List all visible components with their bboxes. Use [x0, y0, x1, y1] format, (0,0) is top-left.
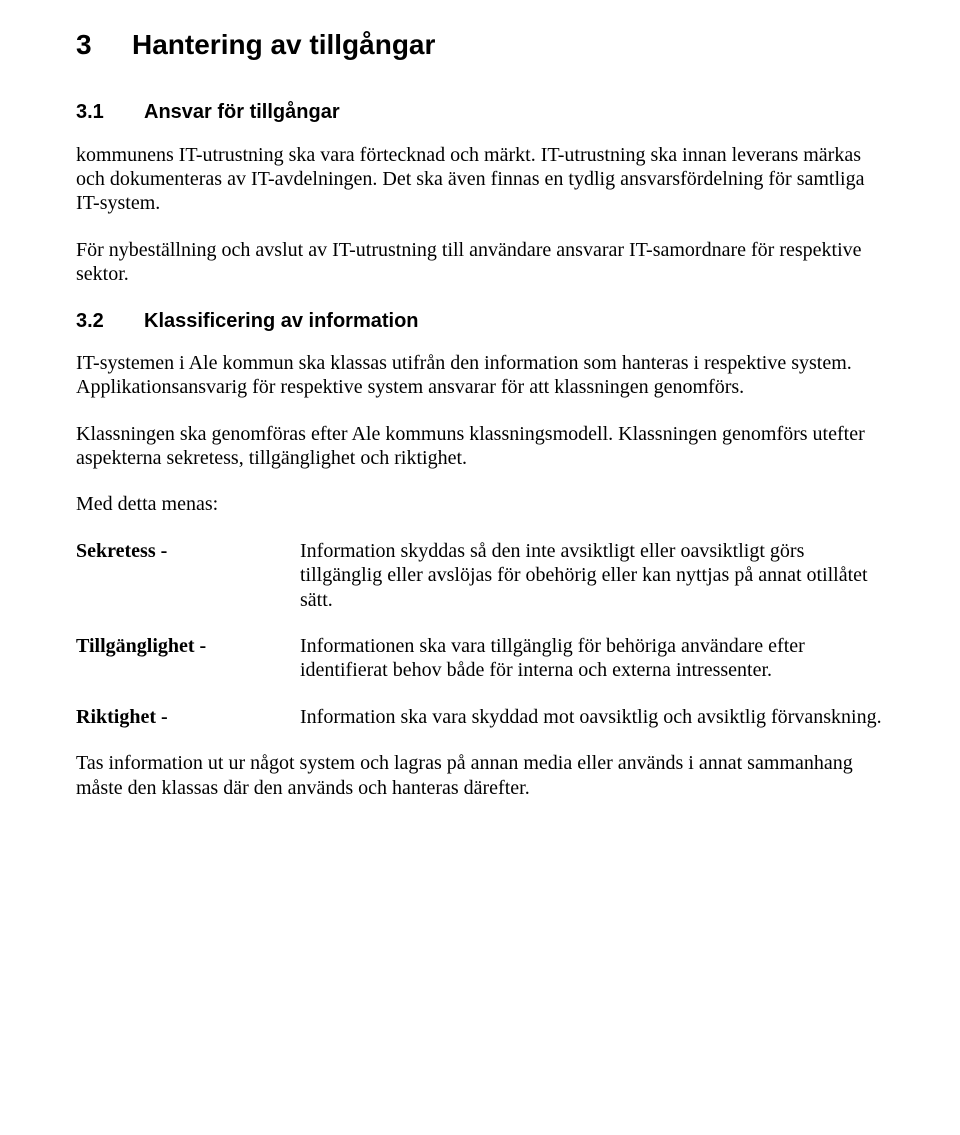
- heading-3-2: 3.2 Klassificering av information: [76, 309, 884, 333]
- definition-term: Riktighet -: [76, 705, 300, 729]
- definition-desc: Informationen ska vara tillgänglig för b…: [300, 634, 884, 683]
- heading-3-1-number: 3.1: [76, 100, 144, 124]
- definition-term: Sekretess -: [76, 539, 300, 612]
- definition-desc: Information ska vara skyddad mot oavsikt…: [300, 705, 884, 729]
- document-page: 3 Hantering av tillgångar 3.1 Ansvar för…: [0, 0, 960, 840]
- definition-desc: Information skyddas så den inte avsiktli…: [300, 539, 884, 612]
- heading-3-1: 3.1 Ansvar för tillgångar: [76, 100, 884, 124]
- heading-1-title: Hantering av tillgångar: [132, 28, 435, 62]
- heading-3-2-number: 3.2: [76, 309, 144, 333]
- definition-row: Tillgänglighet - Informationen ska vara …: [76, 634, 884, 683]
- definition-row: Sekretess - Information skyddas så den i…: [76, 539, 884, 612]
- heading-1: 3 Hantering av tillgångar: [76, 28, 884, 62]
- heading-3-2-title: Klassificering av information: [144, 309, 419, 333]
- paragraph: Tas information ut ur något system och l…: [76, 751, 884, 800]
- paragraph: Med detta menas:: [76, 492, 884, 516]
- paragraph: Klassningen ska genomföras efter Ale kom…: [76, 422, 884, 471]
- heading-3-1-title: Ansvar för tillgångar: [144, 100, 340, 124]
- paragraph: För nybeställning och avslut av IT-utrus…: [76, 238, 884, 287]
- definition-term: Tillgänglighet -: [76, 634, 300, 683]
- definition-list: Sekretess - Information skyddas så den i…: [76, 539, 884, 729]
- heading-1-number: 3: [76, 28, 132, 62]
- paragraph: kommunens IT-utrustning ska vara förteck…: [76, 143, 884, 216]
- definition-row: Riktighet - Information ska vara skyddad…: [76, 705, 884, 729]
- paragraph: IT-systemen i Ale kommun ska klassas uti…: [76, 351, 884, 400]
